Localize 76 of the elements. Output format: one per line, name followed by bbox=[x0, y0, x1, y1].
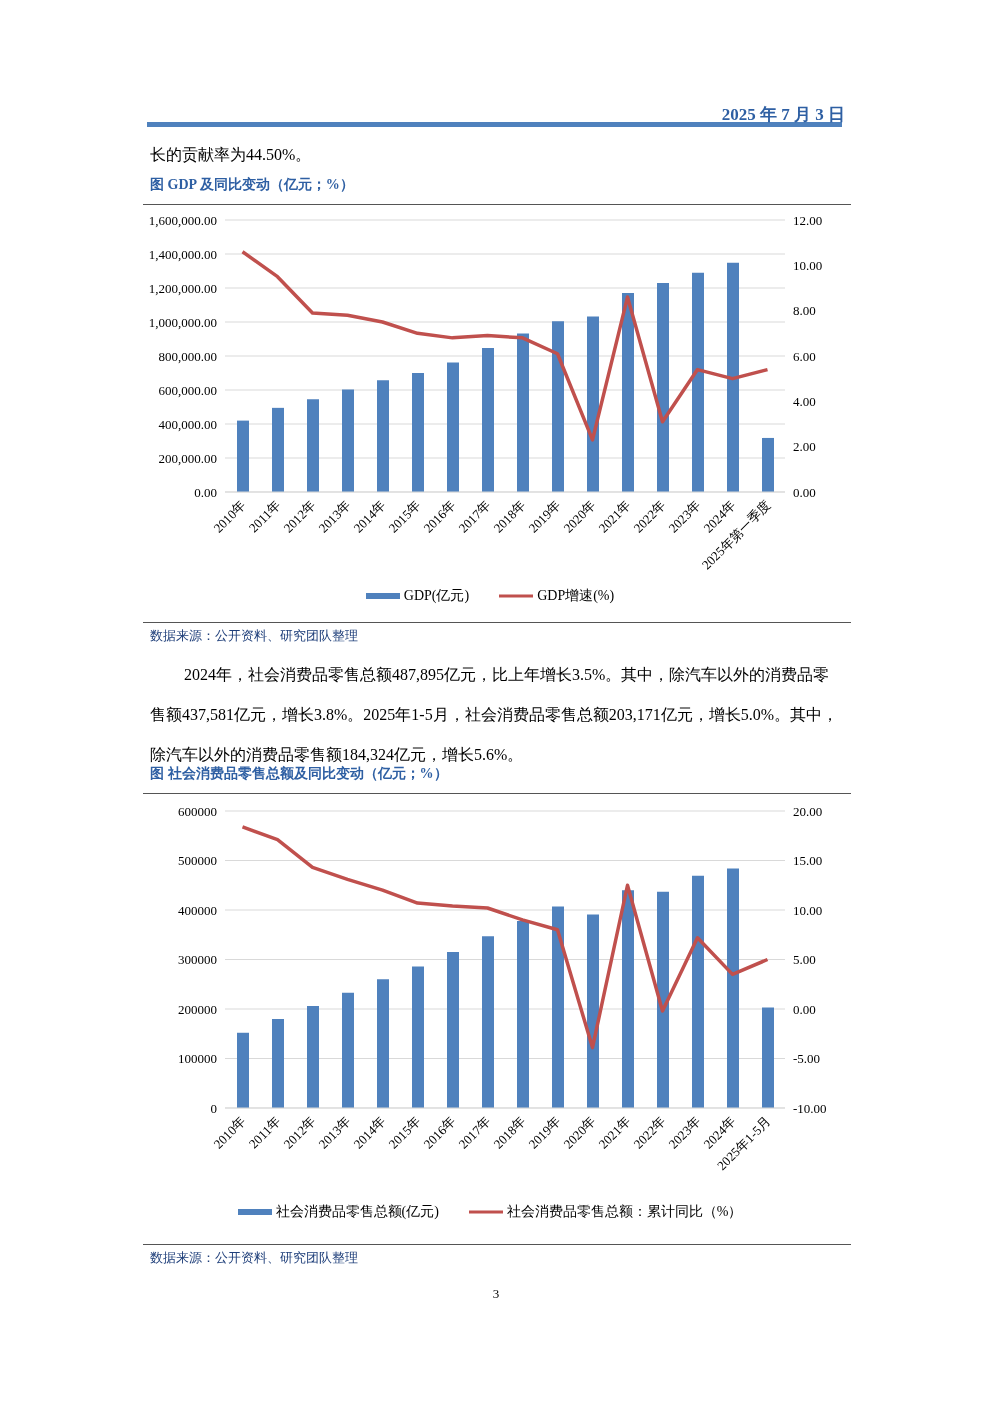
bar bbox=[307, 1006, 319, 1108]
bar bbox=[342, 992, 354, 1108]
chart-title: 图 社会消费品零售总额及同比变动（亿元；%） bbox=[150, 765, 448, 783]
y2-tick-label: -5.00 bbox=[793, 1051, 821, 1067]
y-tick-label: 200000 bbox=[178, 1001, 217, 1017]
y2-tick-label: 0.00 bbox=[793, 1001, 816, 1017]
y-tick-label: 200,000.00 bbox=[158, 450, 217, 466]
legend-label: 社会消费品零售总额(亿元) bbox=[274, 1203, 439, 1221]
y2-tick-label: 6.00 bbox=[793, 348, 816, 364]
y2-tick-label: 0.00 bbox=[793, 484, 816, 500]
y2-tick-label: 10.00 bbox=[793, 257, 823, 273]
y-tick-label: 0 bbox=[210, 1100, 217, 1116]
bar bbox=[587, 316, 599, 492]
bar bbox=[342, 389, 354, 492]
bar bbox=[447, 952, 459, 1108]
y-tick-label: 600000 bbox=[178, 803, 217, 819]
y-tick-label: 1,200,000.00 bbox=[148, 280, 217, 296]
bar bbox=[692, 272, 704, 492]
bar bbox=[517, 333, 529, 492]
bar bbox=[622, 293, 634, 492]
text: 长的贡献率为44.50%。 bbox=[150, 145, 313, 165]
text: 3 bbox=[491, 1286, 501, 1302]
y2-tick-label: 5.00 bbox=[793, 952, 816, 968]
y2-tick-label: 10.00 bbox=[793, 902, 823, 918]
y-tick-label: 100000 bbox=[178, 1051, 217, 1067]
bar bbox=[692, 875, 704, 1108]
y-tick-label: 1,000,000.00 bbox=[148, 314, 217, 330]
y2-tick-label: 15.00 bbox=[793, 853, 823, 869]
line-series bbox=[240, 249, 770, 442]
bar bbox=[307, 399, 319, 492]
bar bbox=[272, 407, 284, 492]
bar bbox=[552, 321, 564, 492]
legend-label: GDP(亿元) bbox=[402, 587, 470, 605]
bar bbox=[412, 966, 424, 1108]
bar bbox=[727, 868, 739, 1108]
bar bbox=[482, 936, 494, 1108]
legend-label: GDP增速(%) bbox=[536, 587, 615, 605]
bar bbox=[657, 282, 669, 492]
bar bbox=[237, 420, 249, 492]
legend-label: 社会消费品零售总额：累计同比（%） bbox=[505, 1203, 743, 1221]
text: 2024年，社会消费品零售总额487,895亿元，比上年增长3.5%。其中，除汽车以外的消费品零售额437,581亿元，增长3.8%。2025年1-5月，社会消费品零售总额203,171亿元，增长5.0%。其中，除汽车以外的消费品零售额184,324亿元，增长5.6%。 bbox=[150, 666, 838, 763]
chart-title: 图 GDP 及同比变动（亿元；%） bbox=[150, 176, 354, 194]
bar bbox=[762, 437, 774, 492]
bar bbox=[482, 348, 494, 492]
bar bbox=[552, 906, 564, 1108]
y-tick-label: 600,000.00 bbox=[158, 382, 217, 398]
source-note: 数据来源：公开资料、研究团队整理 bbox=[150, 1249, 359, 1267]
bar bbox=[727, 262, 739, 492]
bar bbox=[622, 890, 634, 1108]
source-note: 数据来源：公开资料、研究团队整理 bbox=[150, 627, 359, 645]
y2-tick-label: 8.00 bbox=[793, 303, 816, 319]
bar bbox=[447, 362, 459, 492]
y-tick-label: 0.00 bbox=[194, 484, 217, 500]
y-tick-label: 400000 bbox=[178, 902, 217, 918]
bar bbox=[377, 380, 389, 492]
y2-tick-label: 4.00 bbox=[793, 393, 816, 409]
bar bbox=[762, 1007, 774, 1108]
text: 2025 年 7 月 3 日 bbox=[720, 104, 845, 126]
y-tick-label: 1,400,000.00 bbox=[148, 246, 217, 262]
y-tick-label: 300000 bbox=[178, 952, 217, 968]
bar bbox=[377, 979, 389, 1108]
y-tick-label: 400,000.00 bbox=[158, 416, 217, 432]
bar bbox=[272, 1018, 284, 1108]
y-tick-label: 1,600,000.00 bbox=[148, 212, 217, 228]
bar bbox=[517, 920, 529, 1108]
line-series bbox=[240, 825, 770, 1050]
y-tick-label: 500000 bbox=[178, 853, 217, 869]
y2-tick-label: -10.00 bbox=[793, 1100, 827, 1116]
bar bbox=[412, 373, 424, 492]
bar bbox=[237, 1032, 249, 1108]
y-tick-label: 800,000.00 bbox=[158, 348, 217, 364]
bar bbox=[657, 891, 669, 1108]
y2-tick-label: 20.00 bbox=[793, 803, 823, 819]
bar bbox=[587, 914, 599, 1108]
y2-tick-label: 12.00 bbox=[793, 212, 823, 228]
y2-tick-label: 2.00 bbox=[793, 439, 816, 455]
